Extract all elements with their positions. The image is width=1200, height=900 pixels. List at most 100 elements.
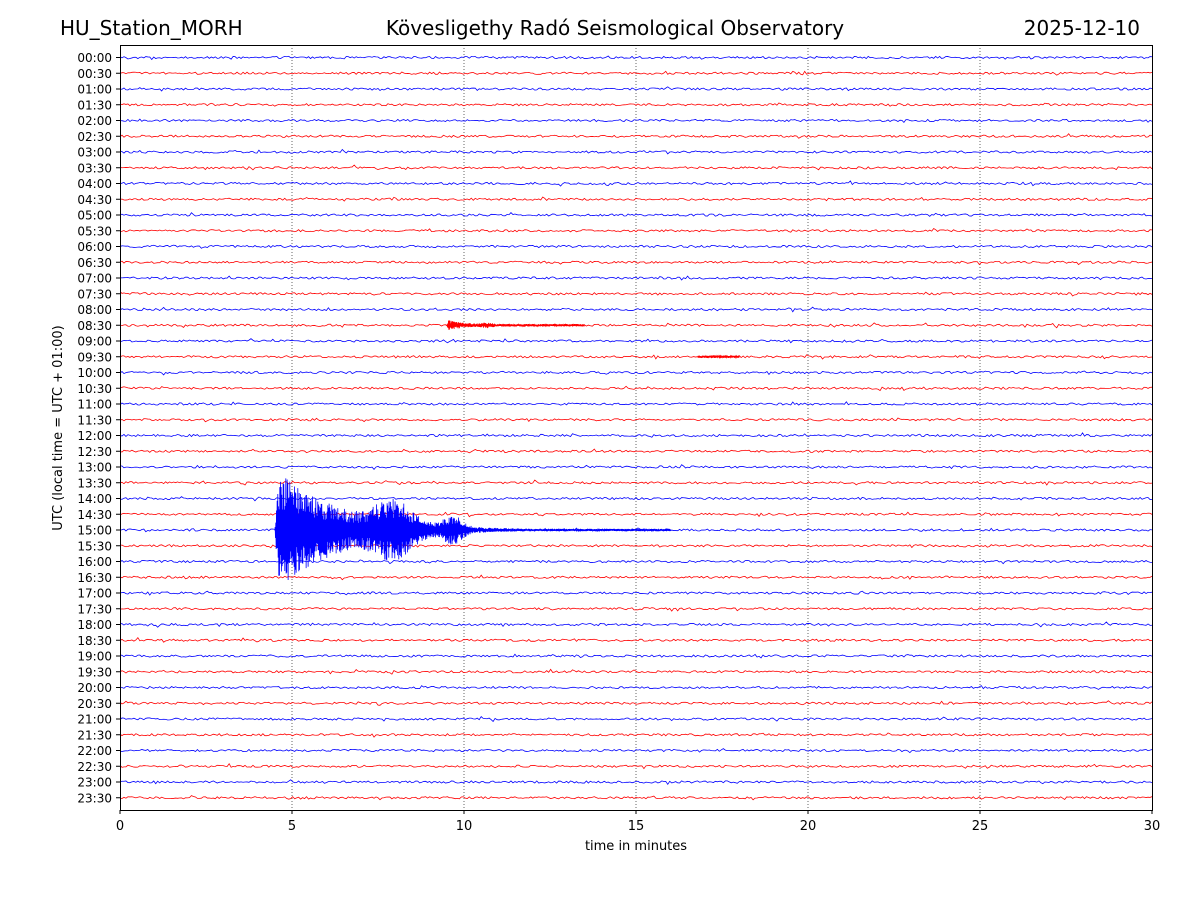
trace-04:30 [121, 196, 1152, 202]
row-label-10:00: 10:00 [77, 366, 112, 380]
row-label-21:30: 21:30 [77, 728, 112, 742]
row-label-15:30: 15:30 [77, 539, 112, 553]
row-label-12:30: 12:30 [77, 445, 112, 459]
y-axis-label: UTC (local time = UTC + 01:00) [51, 325, 66, 530]
trace-09:30 [121, 354, 1152, 360]
row-label-09:30: 09:30 [77, 350, 112, 364]
trace-08:00 [121, 306, 1152, 313]
trace-00:00 [121, 55, 1152, 61]
row-label-15:00: 15:00 [77, 524, 112, 538]
row-label-23:30: 23:30 [77, 791, 112, 805]
row-label-03:30: 03:30 [77, 161, 112, 175]
row-label-08:00: 08:00 [77, 303, 112, 317]
trace-17:00 [121, 590, 1152, 596]
row-label-10:30: 10:30 [77, 382, 112, 396]
row-label-22:30: 22:30 [77, 760, 112, 774]
row-label-17:30: 17:30 [77, 602, 112, 616]
row-label-16:30: 16:30 [77, 571, 112, 585]
trace-12:30 [121, 448, 1152, 454]
row-label-17:00: 17:00 [77, 587, 112, 601]
row-label-18:00: 18:00 [77, 618, 112, 632]
row-label-01:00: 01:00 [77, 83, 112, 97]
row-label-13:30: 13:30 [77, 476, 112, 490]
x-tick-label-15: 15 [628, 819, 645, 834]
row-label-05:00: 05:00 [77, 209, 112, 223]
trace-23:30 [121, 795, 1152, 801]
trace-09:00 [121, 338, 1152, 344]
row-label-11:00: 11:00 [77, 398, 112, 412]
trace-20:00 [121, 685, 1152, 690]
trace-06:00 [121, 244, 1152, 249]
trace-11:00 [121, 401, 1152, 406]
row-label-20:30: 20:30 [77, 697, 112, 711]
trace-18:30 [121, 637, 1152, 643]
row-label-09:00: 09:00 [77, 335, 112, 349]
x-tick-label-10: 10 [456, 819, 473, 834]
trace-01:30 [121, 102, 1152, 107]
traces [121, 55, 1152, 801]
trace-02:30 [121, 133, 1152, 139]
row-label-00:00: 00:00 [77, 51, 112, 65]
trace-19:30 [121, 668, 1152, 675]
trace-12:00 [121, 432, 1152, 438]
trace-22:30 [121, 762, 1152, 770]
trace-03:30 [121, 164, 1152, 171]
trace-19:00 [121, 653, 1152, 659]
row-label-16:00: 16:00 [77, 555, 112, 569]
row-label-06:30: 06:30 [77, 256, 112, 270]
row-label-19:30: 19:30 [77, 665, 112, 679]
x-axis-label: time in minutes [585, 839, 687, 854]
row-label-06:00: 06:00 [77, 240, 112, 254]
row-label-14:00: 14:00 [77, 492, 112, 506]
trace-06:30 [121, 260, 1152, 266]
trace-03:00 [121, 148, 1152, 155]
x-tick-label-25: 25 [972, 819, 989, 834]
row-label-01:30: 01:30 [77, 98, 112, 112]
trace-10:00 [121, 370, 1152, 376]
trace-17:30 [121, 607, 1152, 612]
x-axis-ticks: 0 5 10 15 20 25 30 [116, 810, 1160, 834]
trace-04:00 [121, 180, 1152, 187]
trace-20:30 [121, 700, 1152, 706]
trace-02:00 [121, 118, 1152, 123]
x-tick-label-30: 30 [1144, 819, 1161, 834]
trace-11:30 [121, 417, 1152, 423]
x-tick-label-0: 0 [116, 819, 124, 834]
trace-00:30 [121, 70, 1152, 76]
trace-13:30 [121, 479, 1152, 486]
trace-10:30 [121, 385, 1152, 392]
row-label-22:00: 22:00 [77, 744, 112, 758]
row-label-02:30: 02:30 [77, 130, 112, 144]
row-label-03:00: 03:00 [77, 146, 112, 160]
event-08:30 [446, 320, 585, 330]
trace-16:30 [121, 574, 1152, 581]
row-label-18:30: 18:30 [77, 634, 112, 648]
chart-date: 2025-12-10 [1024, 16, 1140, 40]
trace-05:30 [121, 228, 1152, 233]
x-tick-label-5: 5 [288, 819, 296, 834]
row-label-02:00: 02:00 [77, 114, 112, 128]
row-label-23:00: 23:00 [77, 776, 112, 790]
row-label-08:30: 08:30 [77, 319, 112, 333]
row-label-04:00: 04:00 [77, 177, 112, 191]
row-label-00:30: 00:30 [77, 67, 112, 81]
event-09:30 [697, 354, 740, 359]
events [274, 320, 740, 581]
trace-18:00 [121, 621, 1152, 628]
row-label-04:30: 04:30 [77, 193, 112, 207]
row-label-14:30: 14:30 [77, 508, 112, 522]
trace-22:00 [121, 748, 1152, 754]
trace-01:00 [121, 86, 1152, 92]
trace-13:00 [121, 464, 1152, 471]
chart-title: Kövesligethy Radó Seismological Observat… [386, 16, 844, 40]
event-15:00 [274, 478, 671, 581]
row-label-13:00: 13:00 [77, 461, 112, 475]
trace-07:30 [121, 291, 1152, 297]
row-label-11:30: 11:30 [77, 413, 112, 427]
row-label-05:30: 05:30 [77, 224, 112, 238]
x-tick-label-20: 20 [800, 819, 817, 834]
row-label-19:00: 19:00 [77, 650, 112, 664]
row-label-07:30: 07:30 [77, 287, 112, 301]
